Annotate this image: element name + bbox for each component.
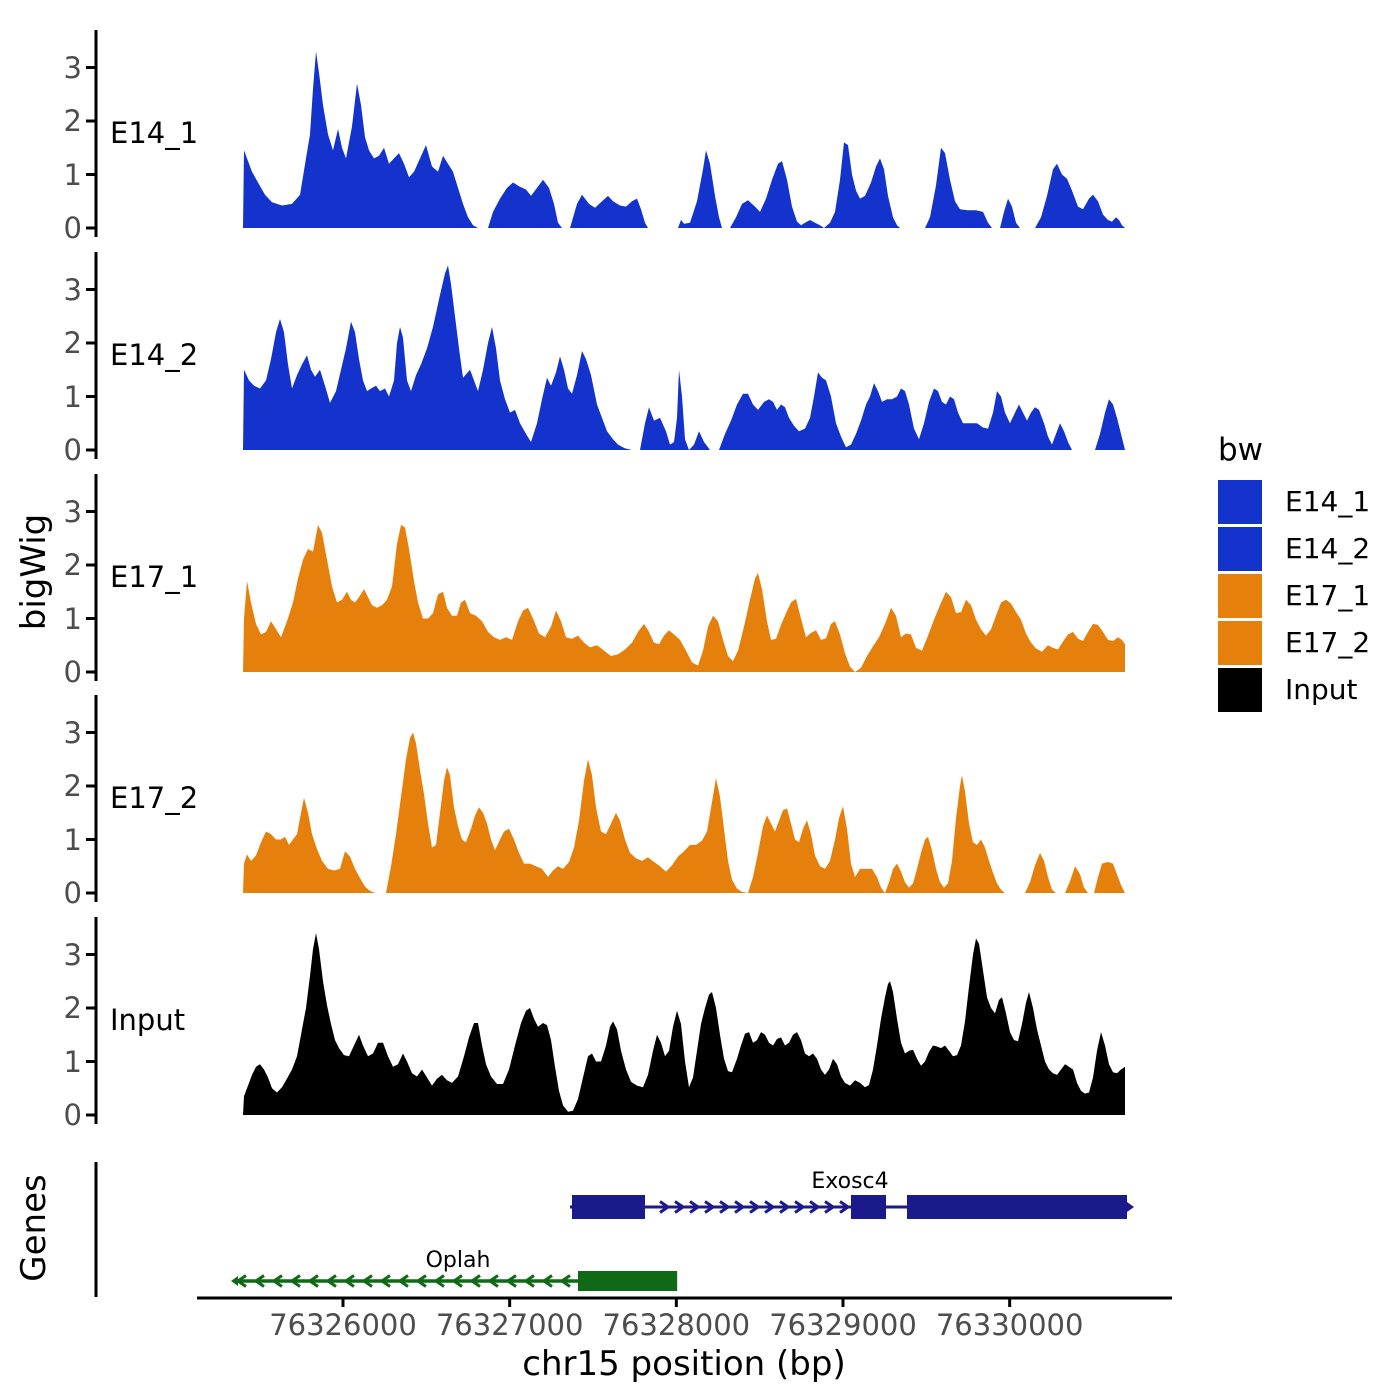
coverage-area-Input — [243, 933, 1125, 1115]
legend-key-E17_1 — [1218, 574, 1262, 618]
exon-Exosc4-3 — [907, 1195, 1127, 1219]
strand-arrow-icon — [779, 1200, 791, 1214]
legend-key-E14_1 — [1218, 480, 1262, 524]
coverage-area-E14_1 — [243, 51, 1125, 228]
strand-arrow-icon — [415, 1274, 427, 1288]
strand-arrow-icon — [451, 1274, 463, 1288]
exon-Exosc4-2 — [851, 1195, 886, 1219]
strand-arrow-icon — [764, 1200, 776, 1214]
strand-arrow-icon — [379, 1274, 391, 1288]
gene-end-arrow-icon — [1127, 1202, 1134, 1212]
strand-arrow-icon — [289, 1274, 301, 1288]
strand-arrow-icon — [361, 1274, 373, 1288]
strand-arrow-icon — [343, 1274, 355, 1288]
legend-label-E17_1: E17_1 — [1285, 579, 1371, 612]
strand-arrow-icon — [271, 1274, 283, 1288]
strand-arrow-icon — [487, 1274, 499, 1288]
legend-key-E14_2 — [1218, 527, 1262, 571]
strand-arrow-icon — [469, 1274, 481, 1288]
strand-arrow-icon — [809, 1200, 821, 1214]
strand-arrow-icon — [397, 1274, 409, 1288]
legend-key-Input — [1218, 668, 1262, 712]
strand-arrow-icon — [307, 1274, 319, 1288]
strand-arrow-icon — [794, 1200, 806, 1214]
strand-arrow-icon — [325, 1274, 337, 1288]
coverage-area-E17_1 — [243, 524, 1125, 672]
coverage-area-E14_2 — [243, 265, 1125, 450]
strand-arrow-icon — [689, 1200, 701, 1214]
strand-arrow-icon — [541, 1274, 553, 1288]
strand-arrow-icon — [523, 1274, 535, 1288]
y-axis-title-bigwig: bigWig — [14, 513, 54, 631]
strand-arrow-icon — [839, 1200, 851, 1214]
strand-arrow-icon — [674, 1200, 686, 1214]
gene-end-arrow-icon — [231, 1276, 238, 1286]
legend-label-E14_1: E14_1 — [1285, 485, 1371, 518]
strand-arrow-icon — [704, 1200, 716, 1214]
strand-arrow-icon — [559, 1274, 571, 1288]
legend-label-E14_2: E14_2 — [1285, 532, 1371, 565]
x-axis-title: chr15 position (bp) — [522, 1344, 846, 1384]
strand-arrow-icon — [505, 1274, 517, 1288]
coverage-area-E17_2 — [243, 732, 1125, 893]
y-axis-title-genes: Genes — [14, 1174, 54, 1282]
legend-title: bw — [1218, 432, 1264, 468]
legend-key-E17_2 — [1218, 621, 1262, 665]
strand-arrow-icon — [253, 1274, 265, 1288]
strand-arrow-icon — [659, 1200, 671, 1214]
legend-label-Input: Input — [1285, 673, 1358, 706]
strand-arrow-icon — [749, 1200, 761, 1214]
strand-arrow-icon — [734, 1200, 746, 1214]
strand-arrow-icon — [719, 1200, 731, 1214]
strand-arrow-icon — [824, 1200, 836, 1214]
exon-Oplah-1 — [578, 1271, 678, 1291]
strand-arrow-icon — [433, 1274, 445, 1288]
legend-label-E17_2: E17_2 — [1285, 626, 1371, 659]
exon-Exosc4-1 — [572, 1195, 645, 1219]
